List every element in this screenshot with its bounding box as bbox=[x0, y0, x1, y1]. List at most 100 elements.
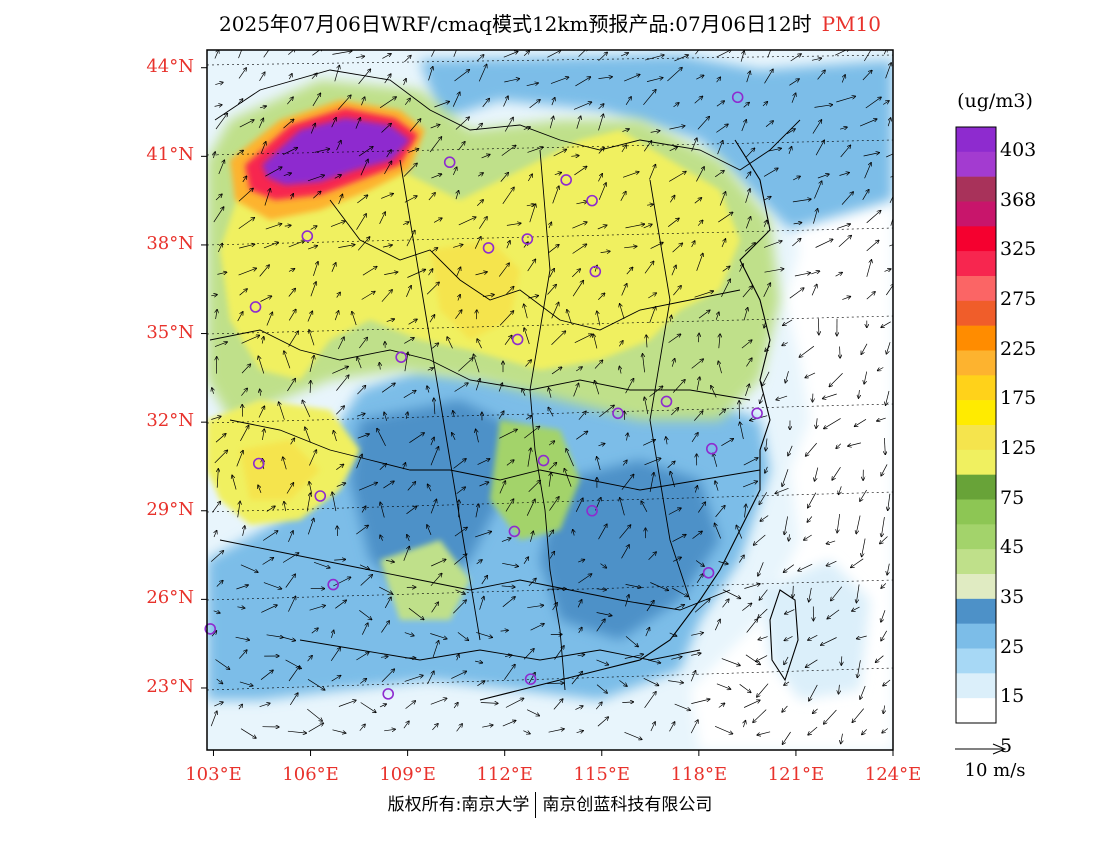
wind-vectors bbox=[211, 50, 893, 744]
wind-arrow bbox=[262, 429, 264, 441]
southeast-blue-zone bbox=[540, 460, 720, 640]
city-station-marker bbox=[705, 442, 718, 455]
wind-arrow bbox=[473, 354, 480, 373]
legend-swatch bbox=[956, 325, 996, 351]
wind-arrow bbox=[386, 560, 394, 562]
wind-arrow bbox=[594, 360, 603, 369]
wind-arrow bbox=[554, 173, 562, 175]
wind-arrow bbox=[243, 526, 245, 536]
boundary-line bbox=[219, 539, 731, 611]
wind-arrow bbox=[482, 99, 490, 108]
wind-arrow bbox=[573, 530, 575, 536]
wind-arrow bbox=[672, 359, 675, 367]
wind-arrow bbox=[241, 335, 260, 344]
wind-arrow bbox=[669, 722, 675, 732]
wind-arrow bbox=[595, 702, 602, 710]
wind-arrow bbox=[427, 386, 429, 393]
wind-arrow bbox=[840, 145, 851, 158]
wind-arrow bbox=[499, 429, 517, 439]
wind-arrow bbox=[384, 161, 391, 175]
wind-arrow bbox=[258, 406, 265, 418]
lat-lon-gridlines bbox=[207, 54, 893, 691]
wind-arrow bbox=[291, 194, 294, 200]
wind-arrow bbox=[758, 562, 764, 576]
city-station-marker bbox=[586, 504, 598, 517]
wind-arrow bbox=[775, 487, 789, 493]
wind-arrow bbox=[577, 655, 585, 656]
wind-arrow bbox=[719, 192, 726, 206]
wind-arrow bbox=[238, 50, 243, 59]
wind-arrow bbox=[743, 700, 760, 708]
wind-arrow bbox=[338, 700, 356, 707]
wind-arrow bbox=[837, 224, 850, 229]
city-station-marker bbox=[521, 233, 534, 245]
wind-arrow bbox=[504, 665, 515, 680]
wind-arrow bbox=[552, 186, 559, 204]
wind-arrow bbox=[453, 703, 458, 709]
legend-value-label: 45 bbox=[1000, 536, 1025, 559]
wind-arrow bbox=[242, 176, 247, 183]
wind-arrow bbox=[529, 100, 541, 109]
wind-arrow bbox=[311, 73, 317, 79]
wind-arrow bbox=[383, 481, 394, 489]
wind-arrow bbox=[530, 531, 533, 542]
city-station-marker bbox=[589, 265, 602, 278]
wind-arrow bbox=[549, 222, 551, 229]
wind-arrow bbox=[384, 412, 387, 421]
wind-arrow bbox=[668, 681, 683, 683]
wind-arrow bbox=[762, 102, 767, 107]
wind-arrow bbox=[669, 126, 684, 130]
wind-arrow bbox=[477, 339, 482, 349]
wind-arrow bbox=[337, 526, 338, 537]
wind-arrow bbox=[430, 437, 434, 446]
wind-arrow bbox=[262, 337, 264, 344]
wind-arrow bbox=[691, 241, 695, 248]
boundary-line bbox=[329, 199, 741, 331]
legend-swatch bbox=[956, 251, 996, 277]
wind-arrow bbox=[718, 562, 728, 565]
longitude-label: 103°E bbox=[185, 764, 242, 785]
boundary-line bbox=[209, 329, 751, 401]
wind-arrow bbox=[763, 283, 771, 297]
title-bar: 2025年07月06日WRF/cmaq模式12km预报产品:07月06日12时 P… bbox=[0, 8, 1100, 37]
wind-arrow bbox=[848, 442, 861, 446]
wind-arrow bbox=[782, 731, 791, 744]
wind-arrow bbox=[883, 101, 889, 105]
wind-arrow bbox=[288, 241, 305, 248]
legend-swatch bbox=[956, 499, 996, 525]
wind-arrow bbox=[454, 70, 470, 82]
wind-arrow bbox=[429, 315, 435, 323]
wind-arrow bbox=[213, 611, 220, 613]
wind-arrow bbox=[504, 79, 519, 83]
wind-arrow bbox=[453, 245, 463, 248]
wind-arrow bbox=[812, 120, 822, 134]
wind-arrow bbox=[650, 582, 668, 591]
wind-arrow bbox=[284, 502, 286, 512]
wind-arrow bbox=[598, 77, 613, 79]
wind-arrow bbox=[235, 636, 250, 640]
wind-arrow bbox=[672, 535, 686, 542]
wind-arrow bbox=[694, 96, 703, 104]
boundary-line bbox=[214, 69, 801, 171]
legend-value-label: 275 bbox=[1000, 287, 1037, 310]
wind-arrow bbox=[695, 560, 704, 567]
wind-arrow bbox=[526, 709, 539, 716]
wind-arrow bbox=[266, 634, 284, 638]
wind-arrow bbox=[403, 463, 405, 470]
wind-arrow bbox=[782, 343, 788, 346]
city-station-marker bbox=[204, 623, 217, 635]
wind-arrow bbox=[716, 124, 728, 133]
wind-arrow bbox=[403, 163, 417, 177]
wind-arrow bbox=[479, 597, 484, 610]
legend-value-label: 15 bbox=[1000, 685, 1025, 708]
wind-arrow bbox=[789, 534, 790, 541]
wind-arrow bbox=[386, 150, 391, 158]
wind-arrow bbox=[334, 65, 340, 82]
wind-arrow bbox=[643, 677, 659, 685]
wind-arrow bbox=[746, 619, 758, 633]
wind-arrow bbox=[696, 253, 703, 271]
legend-swatch bbox=[956, 524, 996, 550]
wind-arrow bbox=[759, 589, 768, 600]
city-station-marker bbox=[586, 194, 598, 207]
wind-arrow bbox=[475, 504, 479, 518]
